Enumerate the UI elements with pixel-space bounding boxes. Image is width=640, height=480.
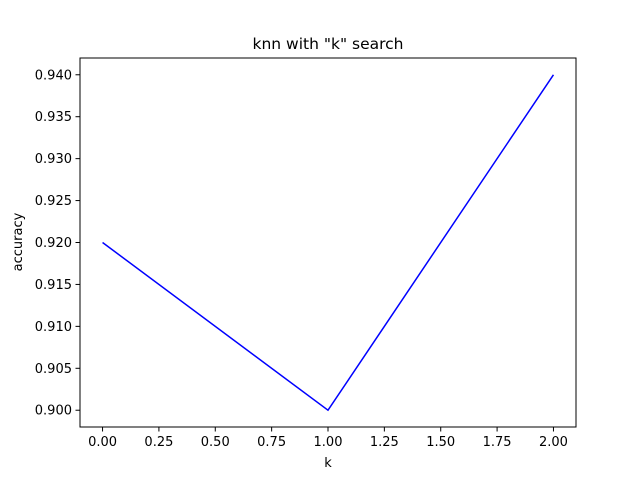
- x-tick-label: 1.00: [314, 435, 343, 450]
- y-tick-label: 0.930: [35, 152, 72, 167]
- x-tick-label: 0.75: [257, 435, 286, 450]
- y-tick-label: 0.935: [35, 110, 72, 125]
- y-tick-label: 0.925: [35, 194, 72, 209]
- series-layer: [102, 74, 555, 412]
- x-tick-label: 1.50: [426, 435, 455, 450]
- y-tick-label: 0.920: [35, 236, 72, 251]
- x-tick-label: 2.00: [539, 435, 568, 450]
- y-tick-label: 0.915: [35, 278, 72, 293]
- y-axis-ticks: 0.900 0.905 0.910 0.915 0.920 0.925 0.930 0.935…: [35, 68, 80, 419]
- chart-title: knn with "k" search: [252, 35, 403, 53]
- x-tick-label: 0.00: [88, 435, 117, 450]
- y-tick-label: 0.940: [35, 68, 72, 83]
- y-tick-label: 0.900: [35, 404, 72, 419]
- x-tick-label: 1.25: [370, 435, 399, 450]
- series-line-0: [102, 74, 555, 412]
- x-axis-label: k: [324, 456, 332, 471]
- plot-frame: [79, 57, 577, 428]
- x-tick-label: 0.50: [201, 435, 230, 450]
- x-axis-ticks: 0.00 0.25 0.50 0.75 1.00 1.25 1.50 1.75 2.00: [88, 427, 568, 450]
- y-tick-label: 0.910: [35, 320, 72, 335]
- x-tick-label: 0.25: [144, 435, 173, 450]
- plot-area: [80, 58, 576, 427]
- y-axis-label: accuracy: [11, 212, 26, 271]
- x-tick-label: 1.75: [483, 435, 512, 450]
- y-tick-label: 0.905: [35, 362, 72, 377]
